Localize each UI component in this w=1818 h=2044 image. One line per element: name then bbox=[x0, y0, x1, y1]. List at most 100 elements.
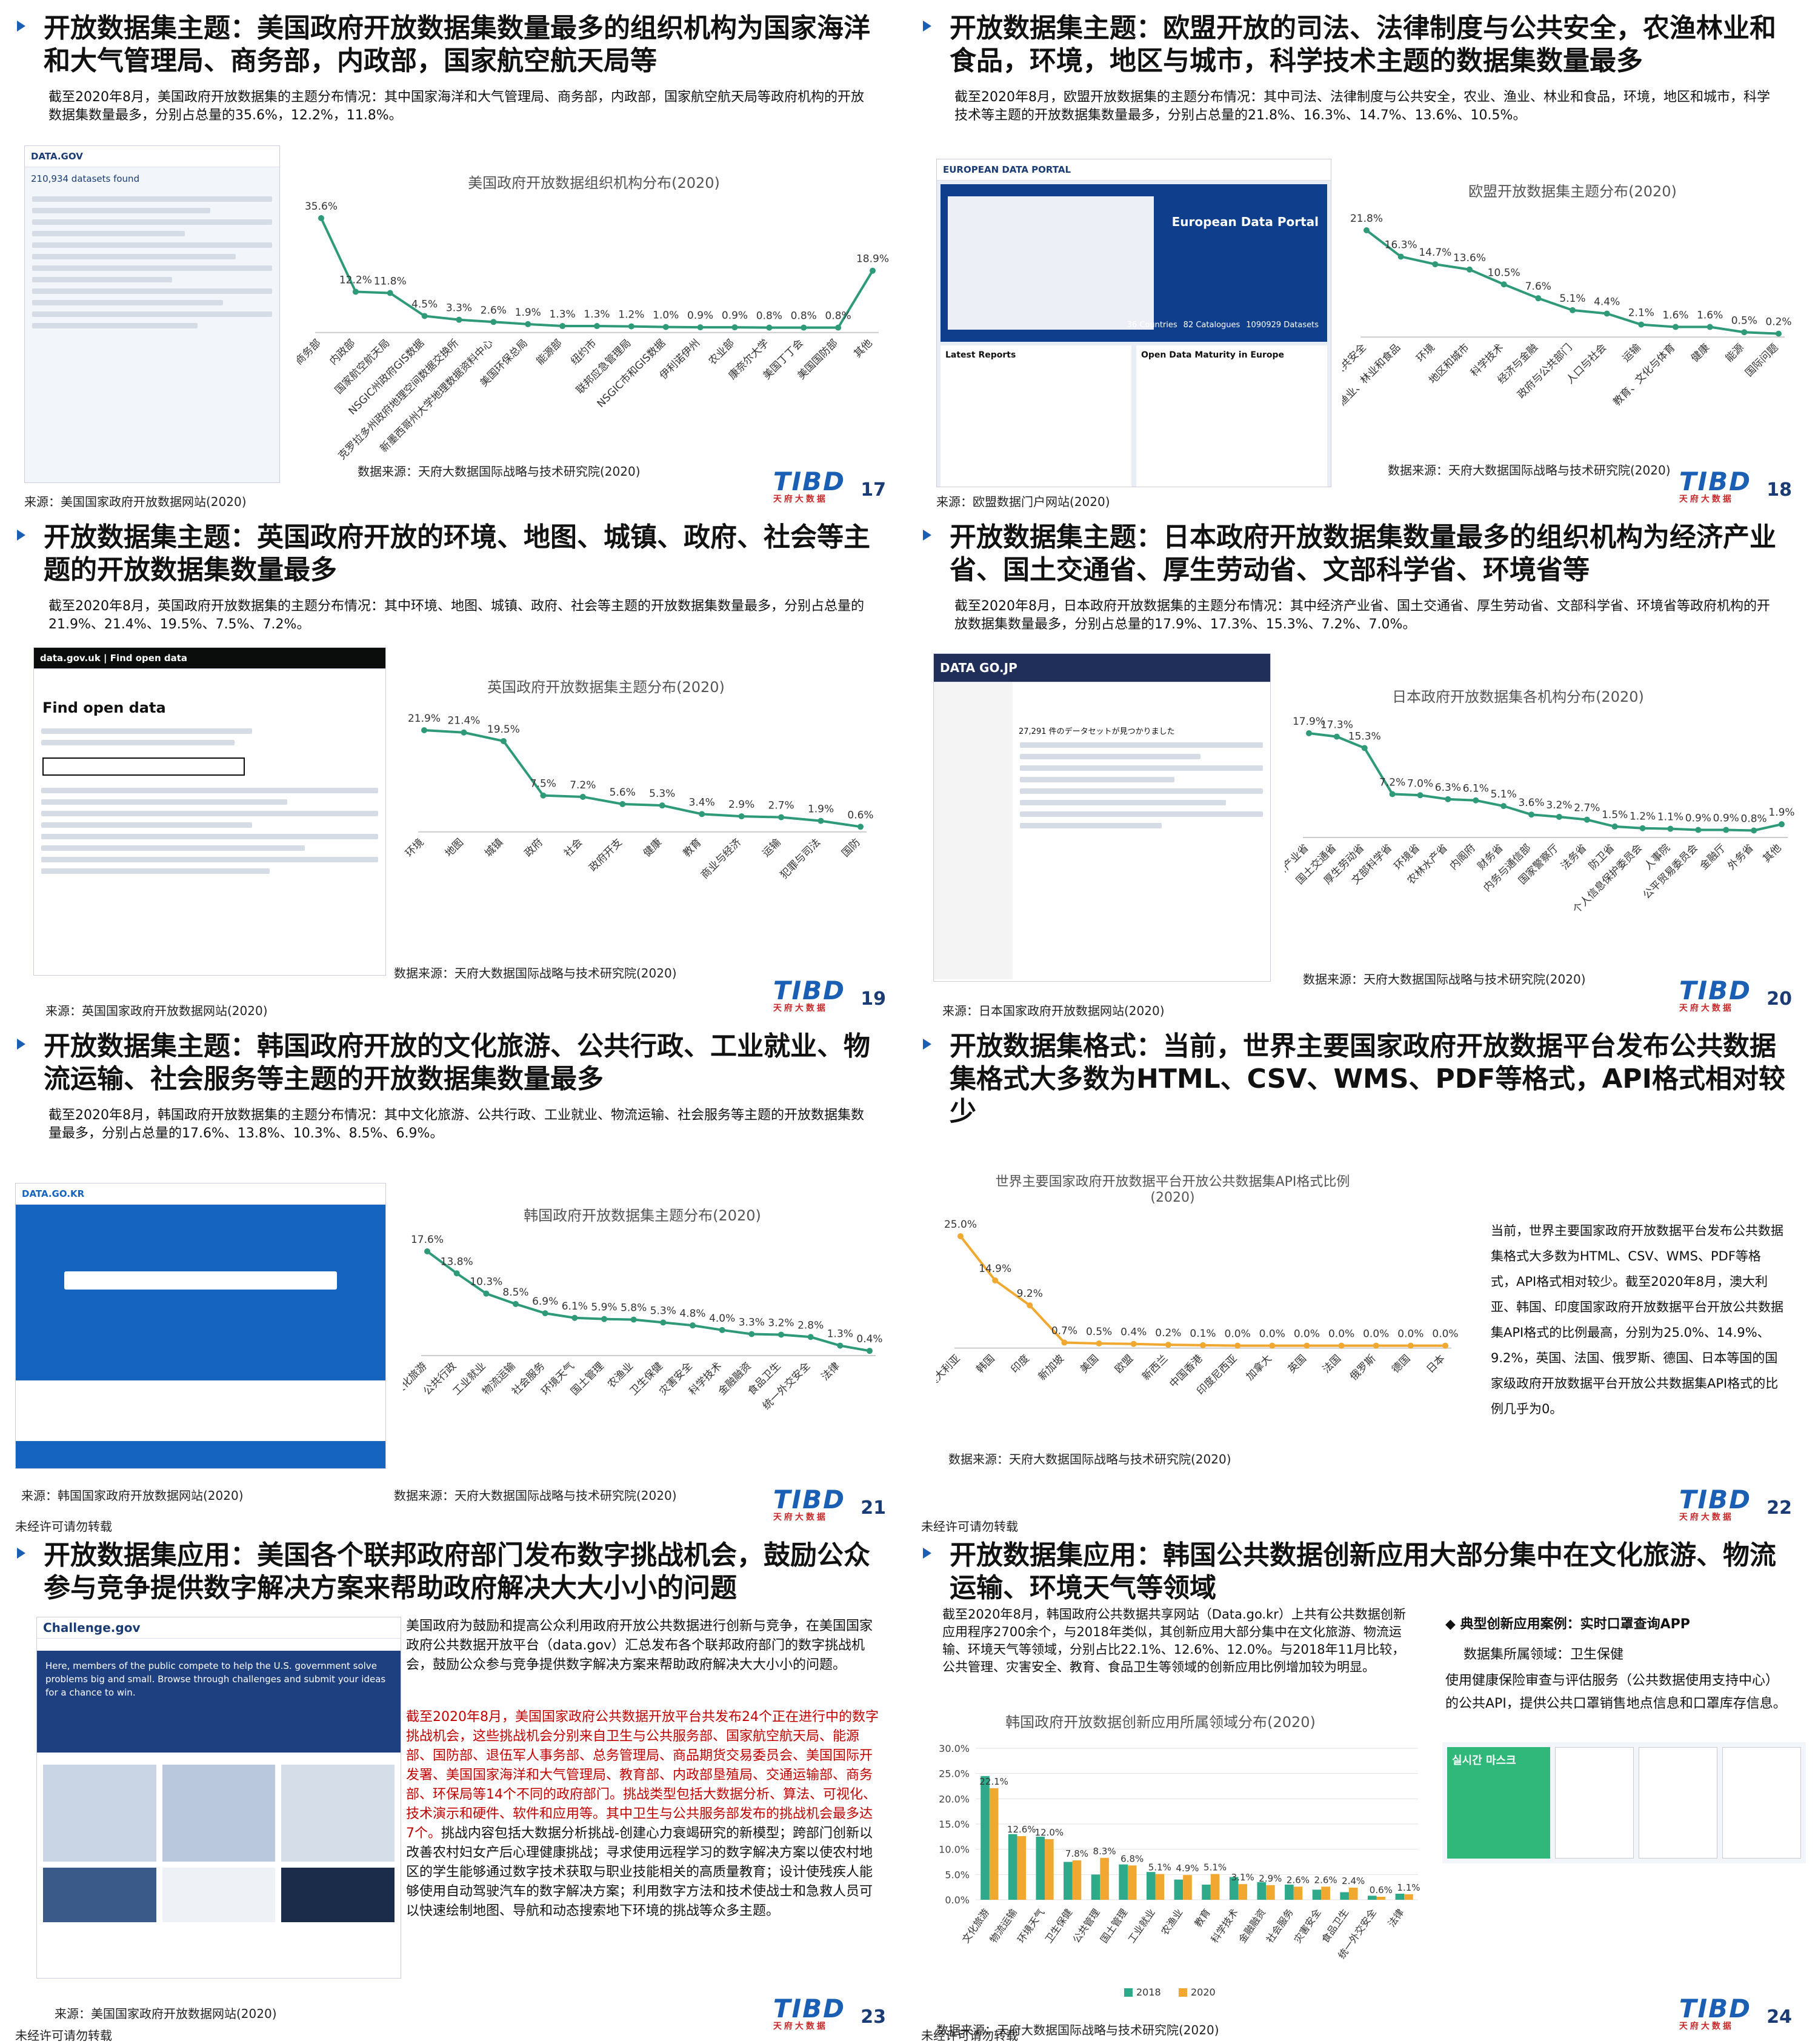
search-input[interactable] bbox=[64, 1271, 337, 1290]
page-number: 19 bbox=[861, 988, 886, 1010]
data-source-note: 数据来源：天府大数据国际战略与技术研究院(2020) bbox=[394, 966, 677, 980]
data-label: 0.9% bbox=[722, 310, 748, 322]
data-label: 5.1% bbox=[1148, 1862, 1171, 1873]
case-description: 使用健康保险审查与评估服务（公共数据使用支持中心）的公共API，提供公共口罩销售… bbox=[1445, 1673, 1786, 1711]
data-point bbox=[1130, 1340, 1137, 1347]
data-point bbox=[318, 215, 324, 221]
data-point bbox=[1304, 1342, 1310, 1349]
bar-2018 bbox=[1036, 1836, 1045, 1900]
tick-label: 环境 bbox=[403, 836, 426, 859]
data-label: 9.2% bbox=[1017, 1288, 1043, 1300]
data-point bbox=[1473, 797, 1479, 804]
data-label: 6.1% bbox=[1463, 783, 1489, 795]
data-point bbox=[628, 323, 634, 330]
data-point bbox=[1611, 823, 1618, 830]
bar-2020 bbox=[1376, 1897, 1386, 1900]
tick-label: 其他 bbox=[1760, 842, 1783, 865]
bar-2020 bbox=[1210, 1874, 1220, 1900]
bar-2018 bbox=[1257, 1882, 1267, 1900]
tick-label: 农业部 bbox=[707, 337, 737, 367]
data-label: 12.2% bbox=[339, 274, 372, 286]
data-label: 1.9% bbox=[1768, 807, 1794, 819]
source-note: 来源：韩国国家政府开放数据网站(2020) bbox=[21, 1488, 244, 1503]
page-number: 21 bbox=[861, 1497, 886, 1519]
case-title: ◆ 典型创新应用案例：实时口罩查询APP bbox=[1445, 1617, 1690, 1632]
detail-text: 挑战内容包括大数据分析挑战-创建心力衰竭研究的新模型；跨部门创新以改善农村妇女产… bbox=[406, 1826, 873, 1919]
slide-title: 开放数据集主题：日本政府开放数据集数量最多的组织机构为经济产业省、国土交通省、厚… bbox=[950, 522, 1776, 585]
data-label: 17.6% bbox=[411, 1234, 444, 1246]
screenshot-header: DATA GO.JP bbox=[934, 654, 1270, 682]
screenshot-header: Challenge.gov bbox=[37, 1617, 401, 1639]
slide-17: 开放数据集主题：美国政府开放数据集数量最多的组织机构为国家海洋和大气管理局、商务… bbox=[12, 12, 903, 515]
data-label: 0.2% bbox=[1155, 1327, 1181, 1339]
data-label: 0.4% bbox=[856, 1333, 882, 1345]
screenshot-eu-portal: EUROPEAN DATA PORTAL European Data Porta… bbox=[936, 159, 1331, 487]
data-point bbox=[421, 313, 428, 319]
search-input[interactable] bbox=[42, 757, 245, 776]
line-chart: 21.8% 16.3%14.7% 13.6%10.5% 7.6% 5.1% 4.4% 2.1… bbox=[1342, 213, 1792, 438]
data-label: 5.9% bbox=[591, 1302, 617, 1314]
series-line bbox=[1308, 732, 1782, 832]
data-point bbox=[513, 1300, 519, 1307]
data-label: 2.7% bbox=[1574, 802, 1600, 814]
data-point bbox=[542, 1310, 548, 1317]
tick-label: 新西兰 bbox=[1140, 1353, 1170, 1383]
y-tick-label: 20.0% bbox=[939, 1793, 970, 1805]
slide-24: 开放数据集应用：韩国公共数据创新应用大部分集中在文化旅游、物流运输、环境天气等领… bbox=[918, 1539, 1809, 2042]
data-label: 15.3% bbox=[1348, 730, 1381, 742]
tick-label: 外务省 bbox=[1725, 842, 1756, 872]
data-point bbox=[778, 1331, 784, 1338]
tibd-logo: TIBD 天府大数据 bbox=[1679, 976, 1751, 1014]
slide-summary: 截至2020年8月，韩国政府开放数据集的主题分布情况：其中文化旅游、公共行政、工… bbox=[48, 1108, 864, 1141]
format-description: 当前，世界主要国家政府开放数据平台发布公共数据集格式大多数为HTML、CSV、W… bbox=[1491, 1223, 1783, 1416]
data-label: 5.8% bbox=[621, 1302, 647, 1314]
tick-label: 政府开支 bbox=[587, 836, 625, 874]
screenshot-datagov: DATA.GOV 210,934 datasets found bbox=[24, 145, 280, 483]
bar-chart: 0.0% 5.0% 10.0% 15.0% 20.0% 25.0% 30.0% 22.1% 12… bbox=[939, 1743, 1420, 1998]
data-label: 1.2% bbox=[1630, 811, 1656, 823]
data-label: 0.0% bbox=[1225, 1328, 1251, 1340]
tick-label: 能源部 bbox=[534, 337, 564, 367]
line-chart: 21.9% 21.4% 19.5% 7.5% 7.2% 5.6% 5.3% 3.4% 2.9% 2… bbox=[403, 713, 873, 881]
tick-label: 加拿大 bbox=[1244, 1352, 1274, 1383]
data-point bbox=[1500, 803, 1507, 810]
data-label: 3.4% bbox=[689, 796, 715, 808]
chart-title: 韩国政府开放数据集主题分布(2020) bbox=[524, 1207, 761, 1224]
chart-title: 美国政府开放数据组织机构分布(2020) bbox=[468, 175, 720, 191]
data-point bbox=[1570, 307, 1576, 313]
tick-label: 新加坡 bbox=[1036, 1353, 1067, 1383]
data-label: 1.9% bbox=[808, 804, 834, 816]
data-point bbox=[1389, 791, 1396, 797]
tick-label: 城镇 bbox=[482, 836, 505, 859]
slide-23: 开放数据集应用：美国各个联邦政府部门发布数字挑战机会，鼓励公众参与竞争提供数字解… bbox=[12, 1539, 903, 2042]
screenshot-datagovuk: data.gov.uk | Find open data Find open d… bbox=[33, 647, 386, 976]
case-domain: 数据集所属领域：卫生保健 bbox=[1463, 1647, 1624, 1662]
data-label: 10.3% bbox=[470, 1276, 502, 1288]
data-label: 7.2% bbox=[570, 779, 596, 791]
data-point bbox=[1364, 227, 1370, 233]
data-label: 22.1% bbox=[979, 1776, 1008, 1787]
data-label: 0.4% bbox=[1120, 1327, 1147, 1339]
bar-2018 bbox=[1367, 1896, 1377, 1900]
chart-title: 欧盟开放数据集主题分布(2020) bbox=[1468, 183, 1677, 200]
slide-summary: 截至2020年8月，美国政府开放数据集的主题分布情况：其中国家海洋和大气管理局、… bbox=[48, 90, 864, 123]
bullet-triangle-icon bbox=[17, 21, 25, 32]
data-point bbox=[559, 323, 566, 330]
data-point bbox=[748, 1331, 755, 1337]
tick-label: 环境天气 bbox=[1015, 1906, 1047, 1945]
tick-label: 教育 bbox=[681, 836, 704, 859]
series-line bbox=[424, 729, 861, 828]
source-note: 来源：英国国家政府开放数据网站(2020) bbox=[45, 1004, 268, 1018]
data-label: 0.9% bbox=[687, 310, 713, 322]
data-label: 7.2% bbox=[1379, 776, 1405, 788]
tibd-logo: TIBD 天府大数据 bbox=[1679, 1994, 1751, 2032]
data-label: 5.1% bbox=[1559, 293, 1585, 305]
data-point bbox=[1333, 733, 1340, 740]
data-point bbox=[992, 1277, 999, 1283]
screenshot-header: DATA.GO.KR bbox=[16, 1183, 385, 1205]
tick-label: 美国 bbox=[1078, 1353, 1101, 1376]
bar-2020 bbox=[1017, 1836, 1027, 1900]
bar-2018 bbox=[1312, 1889, 1322, 1900]
data-label: 0.0% bbox=[1259, 1328, 1285, 1340]
data-label: 0.1% bbox=[1190, 1328, 1216, 1340]
